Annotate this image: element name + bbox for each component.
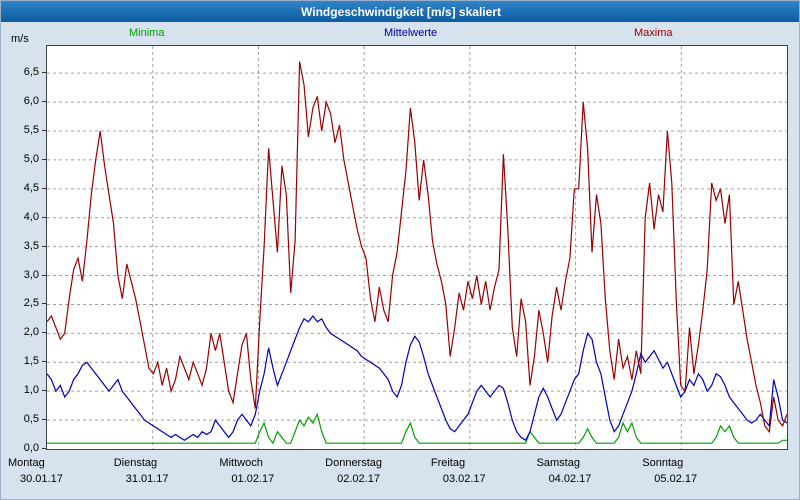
- x-day-label: Mittwoch: [219, 457, 263, 469]
- y-tick-mark: [42, 158, 46, 160]
- y-tick-label: 5,5: [23, 123, 39, 136]
- y-tick-label: 6,5: [23, 66, 39, 79]
- y-tick-label: 1,5: [23, 355, 39, 368]
- y-tick-mark: [42, 332, 46, 334]
- y-tick-mark: [42, 390, 46, 392]
- y-tick-mark: [42, 419, 46, 421]
- y-tick-label: 2,5: [23, 297, 39, 310]
- x-day-label: Sonntag: [642, 457, 684, 469]
- x-day-label: Samstag: [536, 457, 580, 469]
- y-axis-unit-label: m/s: [11, 33, 29, 45]
- y-tick-mark: [42, 361, 46, 363]
- y-tick-mark: [42, 274, 46, 276]
- legend-mittelwerte: Mittelwerte: [384, 27, 438, 39]
- plot-area: [46, 45, 788, 450]
- x-day-label: Dienstag: [113, 457, 158, 469]
- y-tick-label: 4,5: [23, 181, 39, 194]
- y-tick-mark: [42, 216, 46, 218]
- series-line-minima: [47, 412, 787, 445]
- y-tick-label: 2,0: [23, 326, 39, 339]
- y-tick-mark: [42, 72, 46, 74]
- y-tick-mark: [42, 129, 46, 131]
- x-date-label: 30.01.17: [20, 473, 63, 485]
- y-tick-label: 0,0: [23, 442, 39, 454]
- title-bar: Windgeschwindigkeit [m/s] skaliert: [1, 1, 799, 22]
- legend-maxima: Maxima: [634, 27, 673, 39]
- y-tick-mark: [42, 245, 46, 247]
- x-day-label: Donnerstag: [325, 457, 383, 469]
- y-tick-label: 3,5: [23, 239, 39, 252]
- x-date-label: 02.02.17: [337, 473, 380, 485]
- x-day-label: Montag: [8, 457, 45, 469]
- y-tick-mark: [42, 303, 46, 305]
- chart-svg: [47, 46, 787, 449]
- window-title: Windgeschwindigkeit [m/s] skaliert: [301, 4, 501, 19]
- x-date-label: 03.02.17: [442, 473, 486, 485]
- y-tick-label: 1,0: [23, 384, 39, 397]
- legend-minima: Minima: [129, 27, 165, 39]
- x-day-label: Freitag: [430, 457, 466, 469]
- series-line-maxima: [47, 61, 787, 434]
- y-tick-mark: [42, 187, 46, 189]
- y-tick-label: 3,0: [23, 268, 39, 281]
- y-tick-mark: [42, 101, 46, 103]
- y-tick-label: 5,0: [23, 152, 39, 165]
- y-tick-label: 6,0: [23, 95, 39, 108]
- y-tick-mark: [42, 448, 46, 449]
- x-date-label: 04.02.17: [548, 473, 592, 485]
- x-date-label: 31.01.17: [125, 473, 169, 485]
- series-line-mittelwerte: [47, 315, 787, 442]
- x-date-label: 05.02.17: [654, 473, 698, 485]
- y-tick-label: 4,0: [23, 210, 39, 223]
- y-tick-label: 0,5: [23, 413, 39, 426]
- x-date-label: 01.02.17: [231, 473, 275, 485]
